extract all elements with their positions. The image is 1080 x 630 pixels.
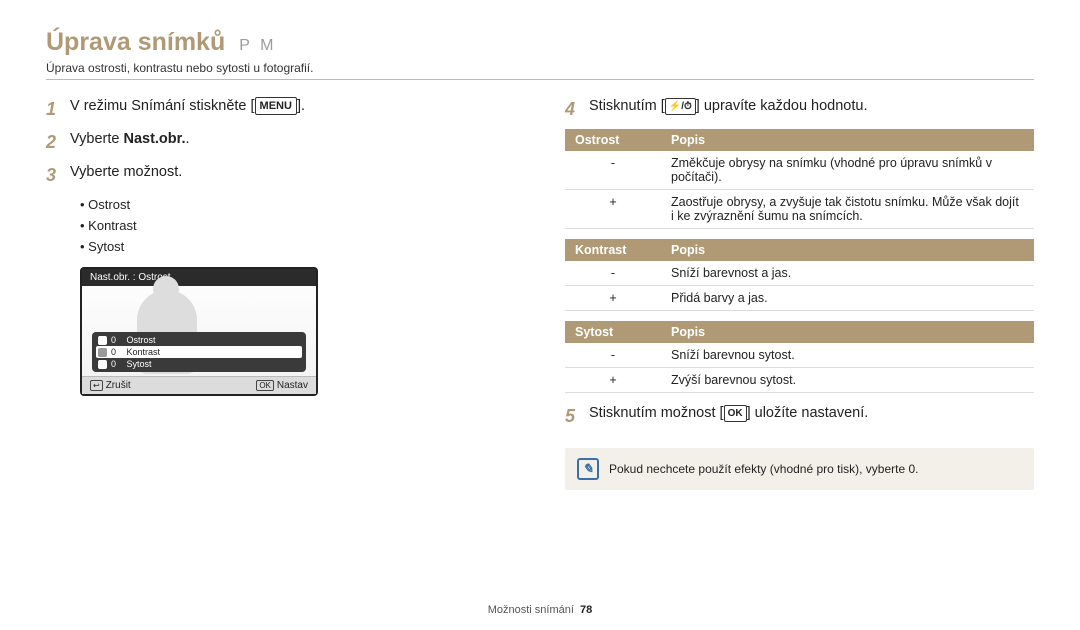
step-text: Vyberte možnost. xyxy=(70,162,182,184)
table-row: -Sníží barevnou sytost. xyxy=(565,343,1034,368)
th: Sytost xyxy=(565,321,661,343)
table-row: +Zaostřuje obrysy, a zvyšuje tak čistotu… xyxy=(565,190,1034,229)
table-row: -Změkčuje obrysy na snímku (vhodné pro ú… xyxy=(565,151,1034,190)
note-text: Pokud nechcete použít efekty (vhodné pro… xyxy=(609,462,919,476)
table-row: +Zvýší barevnou sytost. xyxy=(565,368,1034,393)
slider-icon xyxy=(98,336,107,345)
th: Popis xyxy=(661,321,1034,343)
step-text: Vyberte Nast.obr.. xyxy=(70,129,190,151)
camera-screen-mock: Nast.obr. : Ostrost 0 Ostrost 0 Kontrast… xyxy=(80,267,318,396)
settings-panel: 0 Ostrost 0 Kontrast 0 Sytost xyxy=(92,332,306,372)
step-number: 4 xyxy=(565,96,579,123)
table-sytost: SytostPopis -Sníží barevnou sytost. +Zvý… xyxy=(565,321,1034,393)
step-number: 5 xyxy=(565,403,579,430)
manual-page: Úprava snímků P M Úprava ostrosti, kontr… xyxy=(0,0,1080,630)
step-text: Stisknutím [⚡/⏱] upravíte každou hodnotu… xyxy=(589,96,868,118)
left-column: 1 V režimu Snímání stiskněte [MENU]. 2 V… xyxy=(46,92,515,490)
cam-header: Nast.obr. : Ostrost xyxy=(82,269,316,286)
ok-icon: OK xyxy=(256,380,274,391)
step-text: Stisknutím možnost [OK] uložíte nastaven… xyxy=(589,403,868,425)
bullet-item: Kontrast xyxy=(80,216,515,237)
step-number: 3 xyxy=(46,162,60,189)
page-subtitle: Úprava ostrosti, kontrastu nebo sytosti … xyxy=(46,61,1034,75)
mode-indicators: P M xyxy=(239,37,276,55)
panel-row-selected: 0 Kontrast xyxy=(96,346,302,358)
table-ostrost: OstrostPopis -Změkčuje obrysy na snímku … xyxy=(565,129,1034,229)
page-title: Úprava snímků xyxy=(46,28,225,57)
page-footer: Možnosti snímání 78 xyxy=(0,604,1080,616)
bullet-item: Sytost xyxy=(80,237,515,258)
step-4: 4 Stisknutím [⚡/⏱] upravíte každou hodno… xyxy=(565,96,1034,123)
menu-icon: MENU xyxy=(255,97,297,116)
option-bullets: Ostrost Kontrast Sytost xyxy=(80,195,515,257)
th: Kontrast xyxy=(565,239,661,261)
slider-icon xyxy=(98,360,107,369)
step-number: 2 xyxy=(46,129,60,156)
cam-body: 0 Ostrost 0 Kontrast 0 Sytost xyxy=(82,286,316,376)
panel-row: 0 Ostrost xyxy=(96,334,302,346)
nav-icons-icon: ⚡/⏱ xyxy=(665,98,696,115)
ok-icon: OK xyxy=(724,405,747,422)
bullet-item: Ostrost xyxy=(80,195,515,216)
slider-icon xyxy=(98,348,107,357)
step-text: V režimu Snímání stiskněte [MENU]. xyxy=(70,96,305,118)
title-row: Úprava snímků P M xyxy=(46,28,1034,57)
info-icon: ✎ xyxy=(577,458,599,480)
table-kontrast: KontrastPopis -Sníží barevnost a jas. +P… xyxy=(565,239,1034,311)
step-3: 3 Vyberte možnost. xyxy=(46,162,515,189)
step-number: 1 xyxy=(46,96,60,123)
step-2: 2 Vyberte Nast.obr.. xyxy=(46,129,515,156)
info-note: ✎ Pokud nechcete použít efekty (vhodné p… xyxy=(565,448,1034,490)
cam-footer-right: OKNastav xyxy=(256,380,308,391)
th: Ostrost xyxy=(565,129,661,151)
table-row: -Sníží barevnost a jas. xyxy=(565,261,1034,286)
cam-footer: ↩Zrušit OKNastav xyxy=(82,376,316,394)
columns: 1 V režimu Snímání stiskněte [MENU]. 2 V… xyxy=(46,92,1034,490)
th: Popis xyxy=(661,239,1034,261)
divider xyxy=(46,79,1034,80)
back-icon: ↩ xyxy=(90,380,103,391)
th: Popis xyxy=(661,129,1034,151)
step-1: 1 V režimu Snímání stiskněte [MENU]. xyxy=(46,96,515,123)
panel-row: 0 Sytost xyxy=(96,358,302,370)
step-5: 5 Stisknutím možnost [OK] uložíte nastav… xyxy=(565,403,1034,430)
table-row: +Přidá barvy a jas. xyxy=(565,286,1034,311)
right-column: 4 Stisknutím [⚡/⏱] upravíte každou hodno… xyxy=(565,92,1034,490)
cam-footer-left: ↩Zrušit xyxy=(90,380,131,391)
